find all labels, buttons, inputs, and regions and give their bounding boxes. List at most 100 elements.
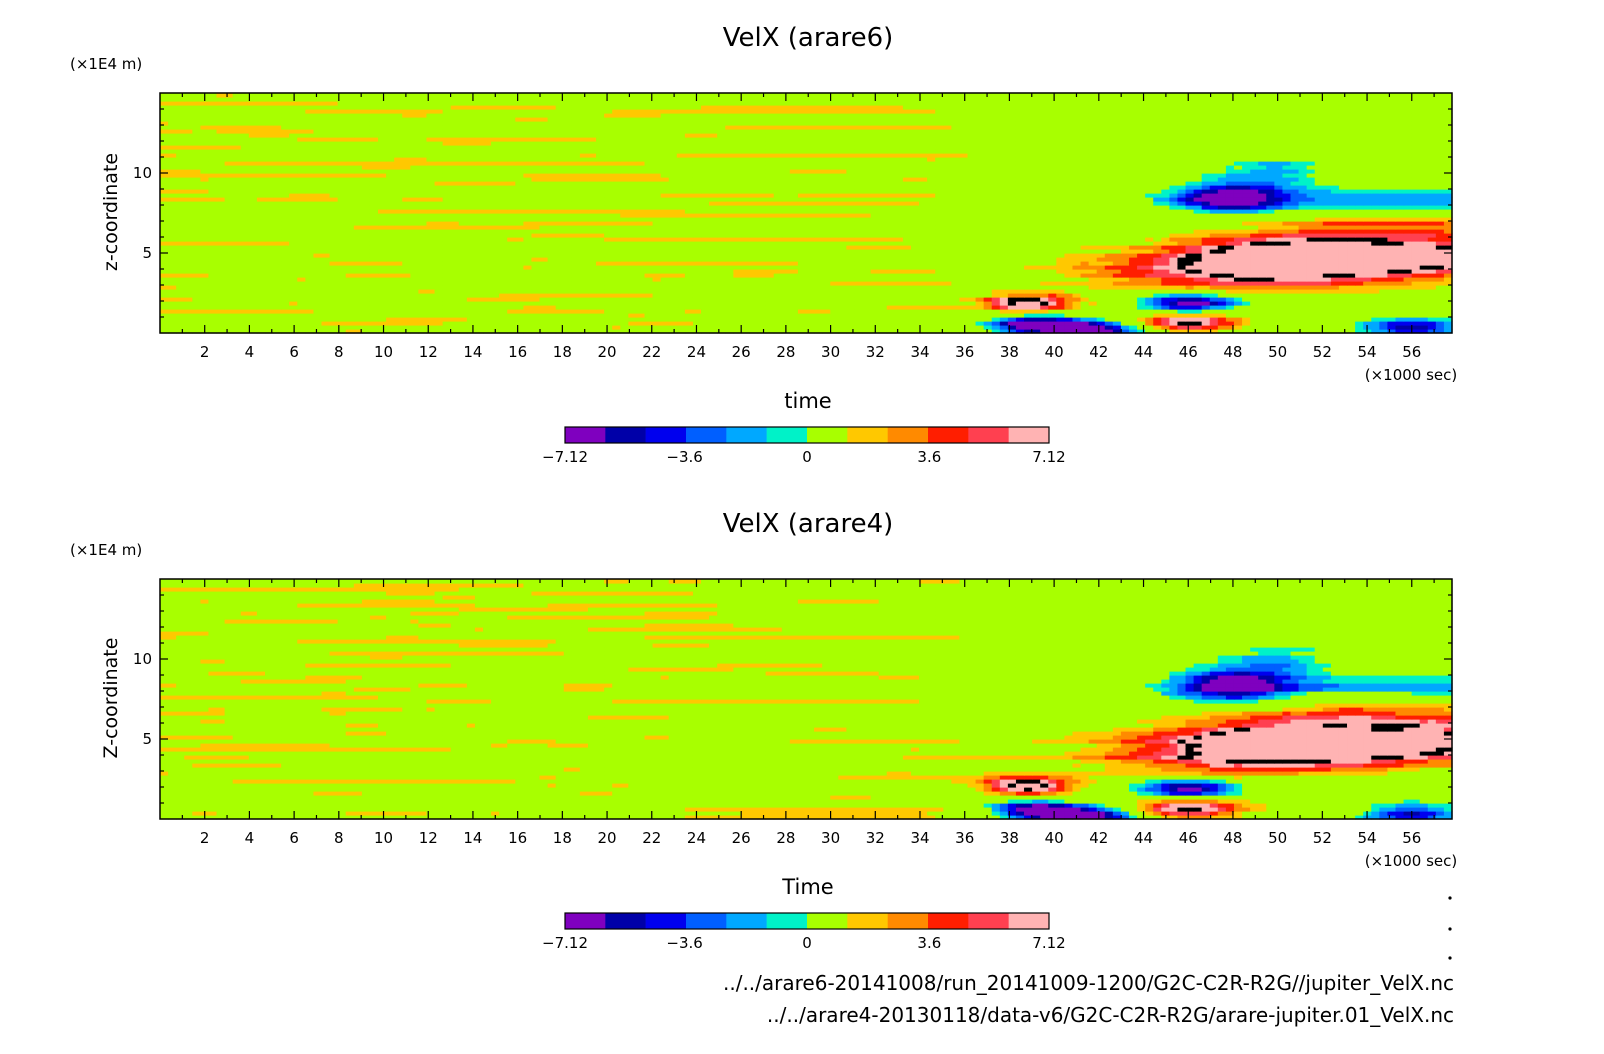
heatmap-cell [814,309,823,314]
heatmap-cell [862,309,872,314]
heatmap-cell [1032,313,1041,318]
heatmap-cell [991,305,1001,310]
heatmap-cell [636,293,646,298]
heatmap-cell [1193,245,1203,250]
heatmap-cell [176,329,185,334]
heatmap-cell [281,225,290,230]
heatmap-cell [466,309,476,314]
heatmap-cell [1395,249,1405,254]
heatmap-cell [1177,229,1187,234]
heatmap-cell [305,305,315,310]
heatmap-cell [345,217,355,222]
heatmap-cell [701,317,710,322]
heatmap-cell [943,313,952,318]
heatmap-cell [571,245,581,250]
heatmap-cell [507,221,516,226]
heatmap-cell [345,257,355,262]
heatmap-cell [789,285,799,290]
heatmap-cell [289,225,298,230]
heatmap-cell [886,321,896,326]
heatmap-cell [596,269,605,274]
heatmap-cell [1032,245,1041,250]
heatmap-cell [830,293,839,298]
heatmap-cell [184,301,193,306]
heatmap-cell [466,213,476,218]
heatmap-cell [1217,293,1227,298]
heatmap-cell [886,229,896,234]
heatmap-cell [539,233,549,238]
heatmap-cell [1120,253,1130,258]
heatmap-cell [1250,265,1259,270]
heatmap-cell [878,225,888,230]
heatmap-cell [1443,293,1453,298]
heatmap-cell [830,321,839,326]
heatmap-cell [846,249,856,254]
heatmap-cell [838,277,847,282]
heatmap-cell [466,301,476,306]
heatmap-cell [725,229,734,234]
heatmap-cell [321,273,331,278]
heatmap-cell [846,289,856,294]
heatmap-cell [264,205,274,210]
heatmap-cell [1306,317,1316,322]
heatmap-cell [579,297,589,302]
heatmap-cell [1330,293,1340,298]
heatmap-cell [749,325,759,330]
heatmap-cell [1024,253,1033,258]
heatmap-cell [806,325,815,330]
heatmap-cell [1435,309,1445,314]
heatmap-cell [765,297,775,302]
heatmap-cell [806,321,815,326]
heatmap-cell [289,273,298,278]
heatmap-cell [935,269,944,274]
heatmap-cell [442,305,452,310]
heatmap-cell [652,221,662,226]
heatmap-cell [1040,229,1049,234]
heatmap-cell [1177,217,1187,222]
heatmap-cell [1056,229,1065,234]
heatmap-cell [910,225,920,230]
heatmap-cell [321,237,331,242]
heatmap-cell [264,273,274,278]
heatmap-cell [402,321,411,326]
heatmap-cell [1225,285,1235,290]
heatmap-cell [1379,221,1388,226]
heatmap-cell [838,329,847,334]
heatmap-cell [1007,213,1017,218]
heatmap-cell [1007,209,1017,214]
heatmap-cell [515,245,524,250]
heatmap-cell [579,257,589,262]
heatmap-cell [725,237,734,242]
heatmap-cell [596,213,605,218]
heatmap-cell [935,261,944,266]
heatmap-cell [1379,305,1388,310]
heatmap-cell [1201,325,1211,330]
heatmap-cell [1403,225,1413,230]
heatmap-cell [1443,325,1453,330]
heatmap-cell [991,293,1001,298]
heatmap-cell [927,313,936,318]
heatmap-cell [168,245,177,250]
heatmap-cell [418,209,428,214]
heatmap-cell [329,277,339,282]
heatmap-cell [1145,321,1154,326]
heatmap-cell [838,281,847,286]
heatmap-cell [466,249,476,254]
heatmap-cell [596,217,605,222]
heatmap-cell [1298,273,1308,278]
heatmap-cell [1250,225,1259,230]
heatmap-cell [822,305,831,310]
heatmap-cell [442,289,452,294]
heatmap-cell [256,321,266,326]
heatmap-cell [378,249,387,254]
heatmap-cell [886,309,896,314]
heatmap-cell [418,241,428,246]
heatmap-cell [1145,317,1154,322]
heatmap-cell [668,301,678,306]
heatmap-cell [1379,325,1388,330]
heatmap-cell [248,309,258,314]
heatmap-cell [1387,329,1397,334]
heatmap-cell [692,317,702,322]
heatmap-cell [1395,273,1405,278]
heatmap-cell [1104,265,1114,270]
